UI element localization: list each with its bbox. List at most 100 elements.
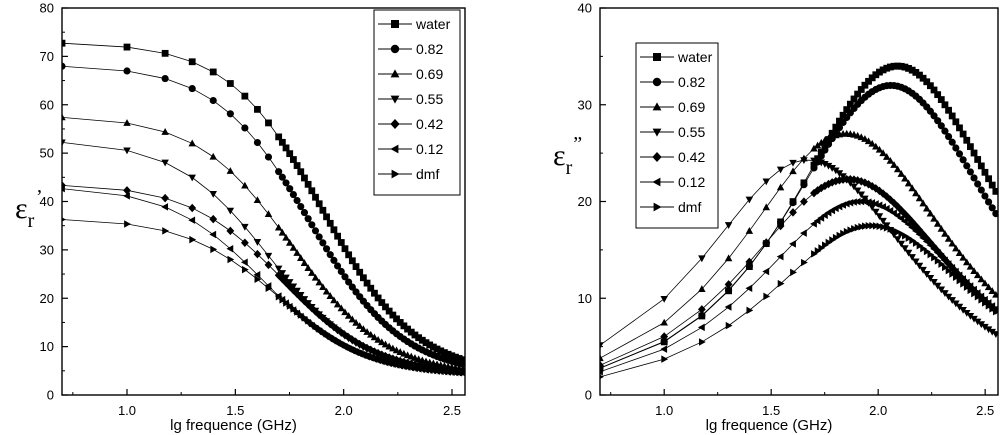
data-point <box>341 273 349 281</box>
data-point <box>363 279 371 287</box>
data-point <box>974 292 982 301</box>
data-point <box>319 239 327 247</box>
series-line-dmf <box>62 219 463 373</box>
data-point <box>293 249 301 256</box>
x-tick-label: 2.5 <box>976 403 994 418</box>
data-point <box>937 286 946 294</box>
data-point <box>308 187 316 195</box>
data-point <box>226 110 234 118</box>
data-point <box>319 206 327 214</box>
data-point <box>274 265 283 273</box>
data-point <box>800 157 808 164</box>
data-point <box>445 367 453 376</box>
data-point <box>835 124 844 132</box>
data-point <box>901 245 909 253</box>
data-point <box>315 278 323 286</box>
data-point <box>62 113 66 121</box>
data-point <box>188 139 196 147</box>
data-point <box>123 186 131 195</box>
data-point <box>62 139 66 147</box>
y-tick-label: 30 <box>578 97 592 112</box>
x-tick-label: 1.5 <box>226 403 244 418</box>
data-point <box>813 141 822 149</box>
legend-item-0.12: 0.12 <box>378 141 443 157</box>
legend-label: 0.55 <box>678 124 705 140</box>
data-point <box>857 197 865 206</box>
data-point <box>415 364 423 372</box>
data-point <box>600 361 604 370</box>
data-point <box>762 178 771 186</box>
legend-item-0.69: 0.69 <box>378 66 443 82</box>
data-point <box>323 213 330 221</box>
data-point <box>962 278 970 287</box>
data-point <box>902 232 909 240</box>
data-point <box>240 238 249 247</box>
data-point <box>323 330 331 338</box>
data-point <box>872 142 880 150</box>
legend-marker <box>652 77 662 87</box>
data-point <box>912 258 920 266</box>
data-point <box>934 117 942 125</box>
data-point <box>188 85 196 93</box>
data-point <box>973 289 981 297</box>
data-point <box>789 240 796 248</box>
data-point <box>279 296 287 304</box>
data-point <box>817 152 825 160</box>
data-point <box>297 168 305 176</box>
legend-item-0.55: 0.55 <box>640 124 705 140</box>
y-tick-label: 40 <box>40 194 54 209</box>
data-point <box>286 150 294 158</box>
data-point <box>930 245 937 253</box>
data-point <box>934 257 942 265</box>
data-point <box>937 224 946 232</box>
data-point <box>305 316 313 325</box>
data-point <box>241 223 249 231</box>
data-point <box>227 255 235 264</box>
data-point <box>289 191 297 199</box>
data-point <box>745 257 754 267</box>
data-point <box>265 284 273 293</box>
legend: water 0.82 0.69 0.55 0.42 0.12 dmf <box>635 42 719 229</box>
data-point <box>963 310 971 317</box>
data-point <box>846 199 854 207</box>
data-point <box>282 233 290 241</box>
legend-marker <box>390 95 400 104</box>
legend-label: 0.55 <box>416 91 443 107</box>
data-point <box>334 336 342 345</box>
series-markers-0.69 <box>600 129 998 362</box>
data-point <box>349 344 357 353</box>
data-point <box>971 289 978 298</box>
data-point <box>188 216 196 224</box>
series-markers-0.12 <box>600 197 998 376</box>
data-point <box>745 284 753 293</box>
y-tick-label: 0 <box>47 388 54 403</box>
data-point <box>161 193 170 203</box>
data-point <box>62 39 66 47</box>
data-point <box>352 263 360 270</box>
data-point <box>337 239 345 246</box>
data-point <box>937 96 945 103</box>
data-point <box>253 196 262 204</box>
data-point <box>404 362 412 370</box>
x-axis-title: lg frequence (GHz) <box>170 417 297 434</box>
data-point <box>985 198 993 206</box>
data-point <box>959 253 967 261</box>
legend-label: 0.42 <box>416 116 443 132</box>
data-point <box>241 265 249 274</box>
data-point <box>353 346 360 354</box>
data-point <box>352 337 360 347</box>
data-point <box>301 174 308 182</box>
legend-item-0.42: 0.42 <box>378 116 443 132</box>
data-point <box>407 359 416 369</box>
data-point <box>931 253 938 262</box>
legend-label: dmf <box>416 166 439 182</box>
data-point <box>209 96 217 105</box>
data-point <box>363 328 371 335</box>
data-point <box>897 214 905 223</box>
data-point <box>286 185 294 193</box>
data-point <box>879 217 887 225</box>
data-point <box>916 242 924 250</box>
series-markers-0.69 <box>62 113 465 372</box>
data-point <box>278 270 287 277</box>
series-markers-0.55 <box>600 157 998 350</box>
